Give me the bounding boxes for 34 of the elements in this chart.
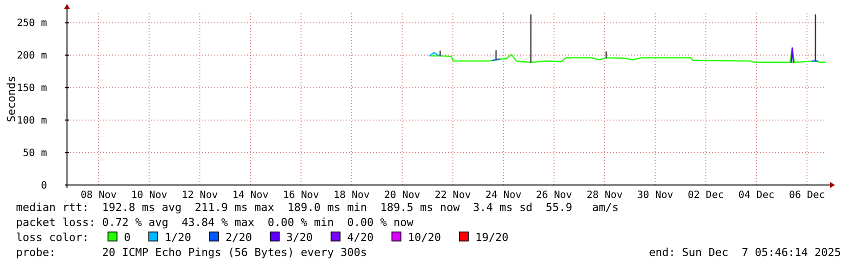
y-tick-label: 100 m: [16, 116, 47, 127]
x-tick-label: 18 Nov: [334, 190, 370, 201]
y-axis-title: Seconds: [5, 76, 18, 122]
x-tick-label: 04 Dec: [738, 190, 774, 201]
x-tick-label: 28 Nov: [586, 190, 623, 201]
legend-label: 0: [124, 231, 131, 244]
x-tick-label: 08 Nov: [80, 190, 117, 201]
text: median rtt: 192.8 ms avg 211.9 ms max 189.0 ms min 189.5 ms now 3.4 ms sd 55.9 am/s: [16, 201, 619, 214]
text: packet loss: 0.72 % avg 43.84 % max 0.00 % min 0.00 % now: [16, 216, 414, 229]
x-tick-label: 16 Nov: [282, 190, 320, 201]
y-tick-label: 50 m: [22, 148, 47, 160]
legend-title: loss color:: [16, 231, 89, 244]
x-tick-label: 14 Nov: [232, 190, 268, 201]
y-tick-label: 0: [40, 180, 47, 192]
x-tick-label: 12 Nov: [182, 190, 218, 201]
legend-label: 2/20: [226, 231, 252, 244]
y-tick-label: 200 m: [16, 50, 47, 62]
legend-label: 19/20: [475, 231, 509, 244]
y-tick-label: 150 m: [16, 83, 47, 94]
text: probe: 20 ICMP Echo Pings (56 Bytes) every 300s: [16, 246, 367, 259]
legend-label: 3/20: [286, 231, 313, 244]
legend-label: 10/20: [408, 231, 442, 244]
x-tick-label: 30 Nov: [637, 190, 674, 201]
x-tick-label: 22 Nov: [434, 190, 471, 201]
x-tick-label: 20 Nov: [384, 190, 420, 201]
y-tick-label: 250 m: [16, 18, 47, 30]
x-tick-label: 10 Nov: [131, 190, 168, 201]
legend-label: 1/20: [164, 231, 192, 244]
text: end: Sun Dec 7 05:46:14 2025: [648, 246, 841, 259]
x-tick-label: 24 Nov: [485, 190, 522, 201]
x-tick-label: 06 Dec: [788, 190, 826, 201]
legend-label: 4/20: [347, 231, 374, 244]
x-tick-label: 26 Nov: [536, 190, 572, 201]
x-tick-label: 02 Dec: [688, 190, 724, 201]
